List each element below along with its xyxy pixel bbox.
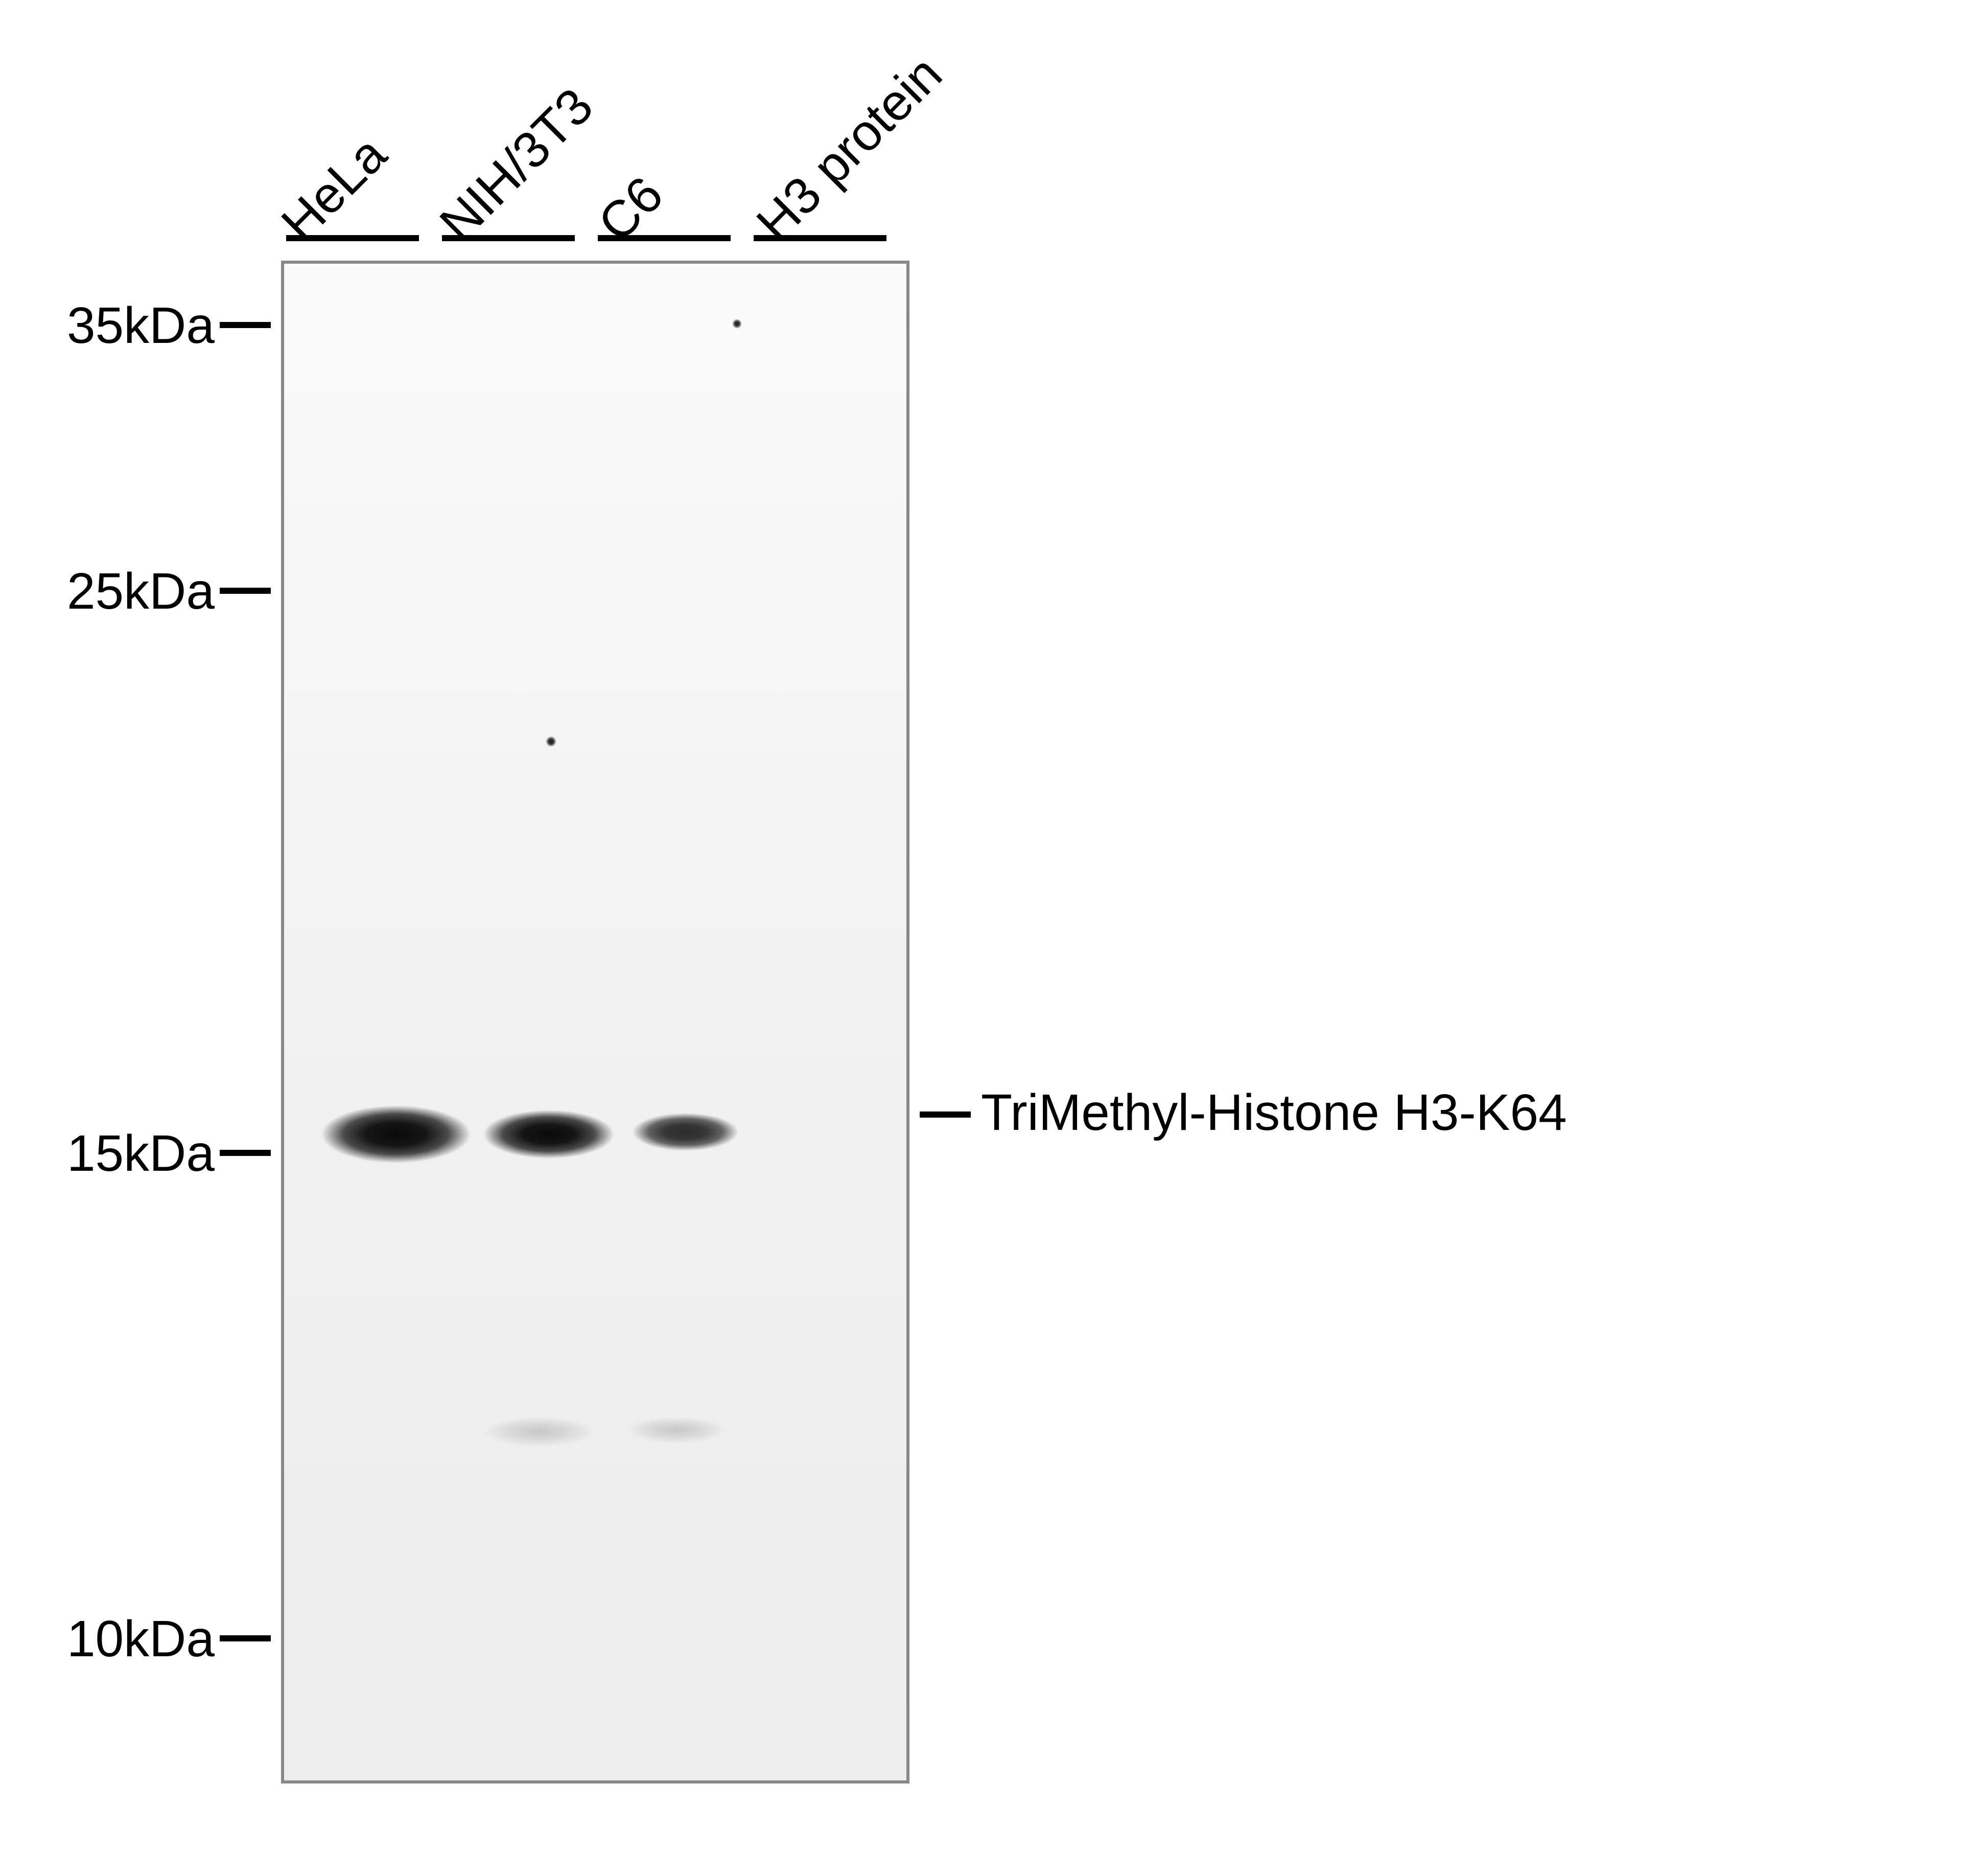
target-band-tick bbox=[920, 1111, 971, 1118]
faint-band-2 bbox=[626, 1417, 726, 1444]
speck-top bbox=[732, 317, 742, 331]
lane-underline-2 bbox=[598, 235, 731, 241]
mw-tick-35 bbox=[220, 322, 271, 328]
band-hela bbox=[321, 1105, 471, 1163]
target-band-label: TriMethyl-Histone H3-K64 bbox=[981, 1083, 1567, 1142]
band-nih3t3 bbox=[483, 1110, 614, 1159]
mw-tick-10 bbox=[220, 1635, 271, 1641]
blot-membrane bbox=[281, 261, 909, 1784]
mw-label-25: 25kDa bbox=[46, 562, 215, 621]
mw-label-15: 15kDa bbox=[46, 1124, 215, 1183]
figure-container: HeLa NIH/3T3 C6 H3 protein 35kDa 25kDa 1… bbox=[0, 0, 1962, 1876]
lane-underline-1 bbox=[442, 235, 575, 241]
faint-band-1 bbox=[483, 1417, 595, 1447]
mw-tick-15 bbox=[220, 1150, 271, 1156]
mw-tick-25 bbox=[220, 588, 271, 594]
lane-underline-3 bbox=[754, 235, 886, 241]
speck-mid bbox=[546, 734, 557, 749]
lane-underline-0 bbox=[286, 235, 419, 241]
lane-label-3: H3 protein bbox=[745, 44, 954, 253]
mw-label-35: 35kDa bbox=[46, 296, 215, 355]
lane-label-0: HeLa bbox=[270, 125, 398, 253]
lane-label-1: NIH/3T3 bbox=[429, 77, 605, 253]
blot-inner bbox=[284, 264, 906, 1780]
mw-label-10: 10kDa bbox=[46, 1610, 215, 1669]
band-c6 bbox=[633, 1113, 738, 1151]
